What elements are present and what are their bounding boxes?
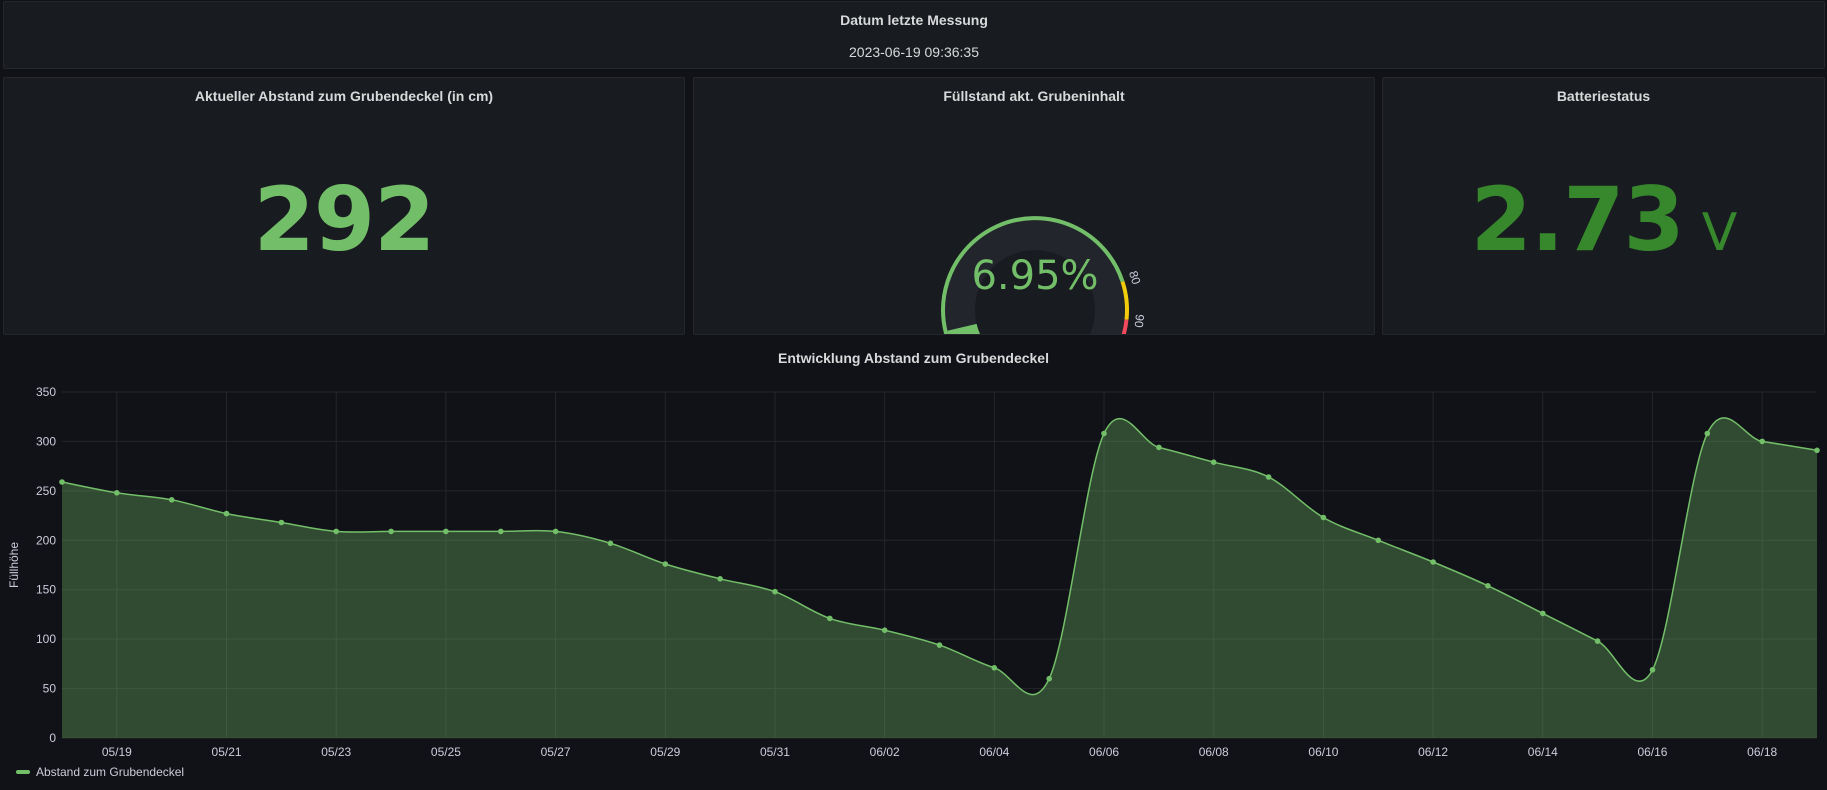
x-tick-label: 05/29: [650, 745, 680, 759]
data-point[interactable]: [1430, 559, 1436, 565]
x-tick-label: 06/08: [1199, 745, 1229, 759]
series-points: [59, 430, 1820, 682]
chart-legend[interactable]: Abstand zum Grubendeckel: [16, 765, 184, 779]
data-point[interactable]: [1759, 438, 1765, 445]
x-tick-label: 06/10: [1308, 745, 1338, 759]
x-axis-ticks: 05/19 05/21 05/23 05/25 05/27 05/29 05/31 06/02…: [102, 745, 1778, 759]
x-tick-label: 05/31: [760, 745, 790, 759]
data-point[interactable]: [1540, 610, 1546, 617]
data-point[interactable]: [991, 665, 998, 671]
y-tick-label: 200: [36, 533, 56, 547]
data-point[interactable]: [1814, 447, 1820, 454]
last-measurement-date: 2023-06-19 09:36:35: [849, 44, 979, 60]
y-axis-ticks: 0 50 100 150 200 250 300 350: [36, 385, 56, 745]
y-tick-label: 100: [36, 632, 56, 646]
y-tick-label: 300: [36, 434, 56, 448]
data-point[interactable]: [1210, 459, 1217, 465]
battery-panel: Batteriestatus 2.73 V: [1382, 77, 1825, 335]
data-point[interactable]: [1594, 638, 1601, 644]
y-tick-label: 250: [36, 484, 56, 498]
data-point[interactable]: [662, 561, 669, 567]
data-point[interactable]: [1649, 667, 1656, 673]
x-tick-label: 05/19: [102, 745, 132, 759]
x-tick-label: 06/02: [870, 745, 900, 759]
chart-grid: [62, 391, 1817, 739]
data-point[interactable]: [1046, 675, 1052, 682]
data-point[interactable]: [1375, 537, 1382, 544]
x-tick-label: 05/21: [212, 745, 242, 759]
series-line: [61, 417, 1818, 696]
y-axis-label: Füllhöhe: [7, 542, 21, 588]
distance-value: 292: [253, 168, 436, 271]
chart-title: Entwicklung Abstand zum Grubendeckel: [778, 350, 1049, 366]
data-point[interactable]: [1156, 444, 1162, 451]
data-point[interactable]: [59, 479, 65, 485]
data-point[interactable]: [1320, 514, 1327, 521]
battery-value-row: 2.73 V: [1383, 168, 1824, 271]
legend-swatch: [16, 770, 30, 774]
data-point[interactable]: [881, 627, 888, 633]
fill-level-panel: Füllstand akt. Gruben­inhalt 0 80 90 100…: [693, 77, 1375, 335]
data-point[interactable]: [333, 528, 340, 535]
data-point[interactable]: [607, 540, 614, 547]
battery-value: 2.73: [1470, 168, 1685, 271]
data-point[interactable]: [114, 490, 120, 496]
y-tick-label: 0: [49, 731, 56, 745]
data-point[interactable]: [1704, 430, 1711, 437]
gauge-tick-80: 80: [1126, 269, 1144, 286]
legend-label: Abstand zum Grubendeckel: [36, 765, 185, 779]
distance-panel: Aktueller Abstand zum Grubendeckel (in c…: [3, 77, 685, 335]
data-point[interactable]: [1101, 430, 1107, 437]
data-point[interactable]: [388, 528, 394, 535]
y-tick-label: 150: [36, 583, 56, 597]
fill-level-panel-title: Füllstand akt. Gruben­inhalt: [943, 88, 1125, 104]
data-point[interactable]: [1485, 583, 1491, 589]
data-point[interactable]: [1265, 474, 1272, 480]
x-tick-label: 06/18: [1747, 745, 1777, 759]
x-tick-label: 06/06: [1089, 745, 1119, 759]
data-point[interactable]: [772, 588, 778, 595]
x-tick-label: 06/14: [1528, 745, 1558, 759]
y-tick-label: 350: [36, 385, 56, 399]
date-panel-title: Datum letzte Messung: [840, 12, 988, 28]
series-area: [62, 417, 1817, 738]
distance-panel-title: Aktueller Abstand zum Grubendeckel (in c…: [194, 88, 494, 104]
fill-level-gauge: 0 80 90 100 6.95%: [941, 216, 1147, 334]
x-tick-label: 06/04: [979, 745, 1009, 759]
data-point[interactable]: [498, 528, 504, 535]
data-point[interactable]: [168, 497, 175, 503]
gauge-tick-90: 90: [1132, 314, 1147, 329]
data-point[interactable]: [552, 528, 559, 535]
battery-panel-title: Batteriestatus: [1556, 88, 1651, 104]
x-tick-label: 05/23: [321, 745, 351, 759]
battery-unit: V: [1701, 203, 1738, 263]
data-point[interactable]: [223, 510, 230, 517]
data-point[interactable]: [278, 519, 285, 526]
date-panel: Datum letzte Messung 2023-06-19 09:36:35: [3, 1, 1825, 69]
x-tick-label: 06/12: [1418, 745, 1448, 759]
y-tick-label: 50: [43, 682, 57, 696]
x-tick-label: 05/27: [541, 745, 571, 759]
fill-level-value: 6.95%: [971, 253, 1098, 299]
data-point[interactable]: [936, 642, 943, 648]
x-tick-label: 06/16: [1637, 745, 1667, 759]
data-point[interactable]: [717, 576, 723, 582]
data-point[interactable]: [827, 615, 833, 622]
x-tick-label: 05/25: [431, 745, 461, 759]
data-point[interactable]: [443, 528, 449, 535]
